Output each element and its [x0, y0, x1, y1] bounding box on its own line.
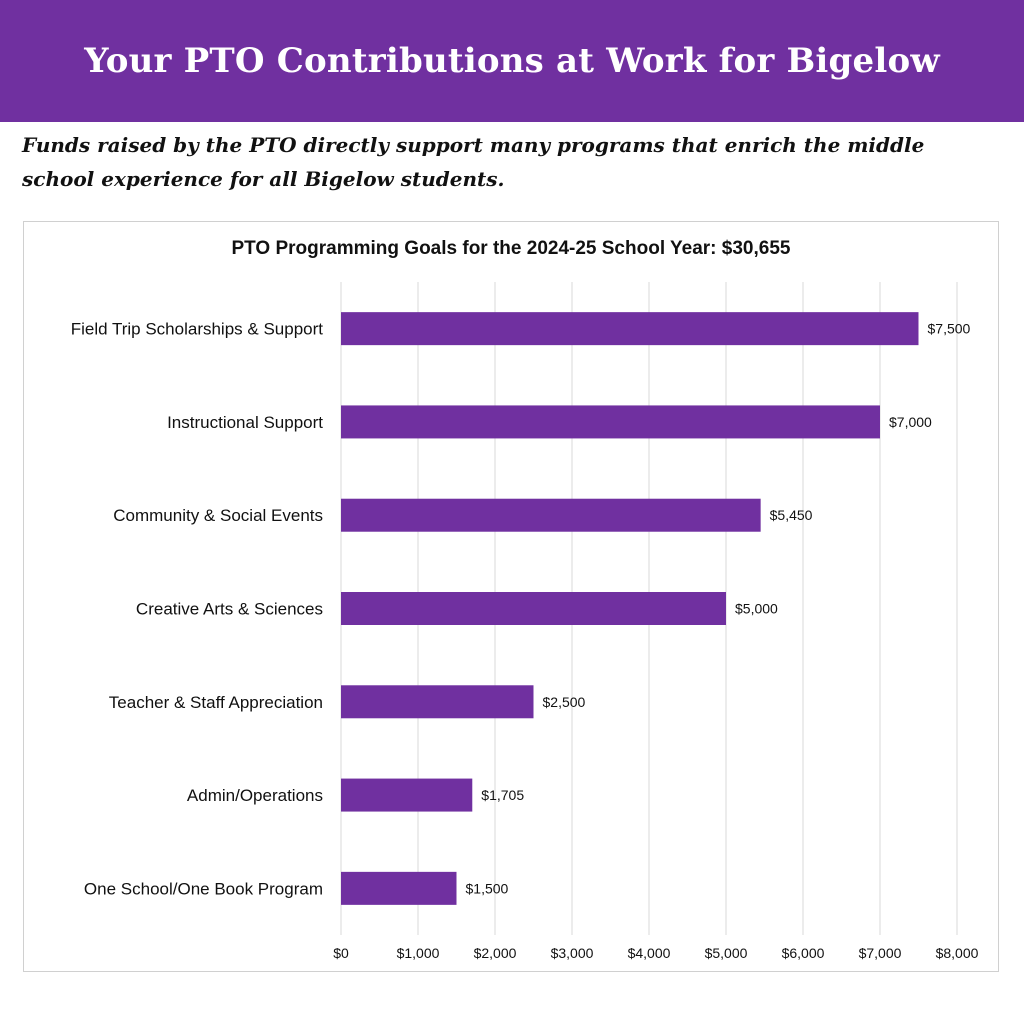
bar — [341, 405, 880, 439]
data-label: $1,500 — [466, 880, 509, 896]
x-tick-label: $2,000 — [474, 945, 517, 961]
bar — [341, 685, 534, 719]
x-tick-label: $7,000 — [859, 945, 902, 961]
data-label: $7,500 — [928, 321, 971, 337]
data-label: $7,000 — [889, 414, 932, 430]
bar — [341, 778, 473, 812]
x-tick-label: $3,000 — [551, 945, 594, 961]
header-banner: Your PTO Contributions at Work for Bigel… — [0, 0, 1024, 122]
x-tick-label: $1,000 — [397, 945, 440, 961]
category-label: Community & Social Events — [113, 506, 323, 525]
category-label: Admin/Operations — [187, 786, 323, 805]
bar — [341, 871, 457, 905]
category-label: Teacher & Staff Appreciation — [109, 693, 323, 712]
bar — [341, 498, 761, 532]
x-tick-label: $0 — [333, 945, 349, 961]
data-label: $5,000 — [735, 601, 778, 617]
data-label: $1,705 — [481, 787, 524, 803]
x-tick-label: $5,000 — [705, 945, 748, 961]
x-tick-label: $8,000 — [936, 945, 979, 961]
category-labels: Field Trip Scholarships & Support Instruc… — [71, 320, 324, 899]
page-title: Your PTO Contributions at Work for Bigel… — [84, 41, 940, 81]
x-tick-label: $6,000 — [782, 945, 825, 961]
page-subtitle: Funds raised by the PTO directly support… — [22, 133, 925, 191]
category-label: Creative Arts & Sciences — [136, 600, 323, 619]
category-label: Instructional Support — [167, 413, 323, 432]
x-axis-tick-labels: $0 $1,000 $2,000 $3,000 $4,000 $5,000 $6,000 $7… — [333, 945, 978, 961]
category-label: Field Trip Scholarships & Support — [71, 320, 324, 339]
data-labels: $7,500 $7,000 $5,450 $5,000 $2,500 $1,705 $1,5… — [466, 321, 971, 897]
x-tick-label: $4,000 — [628, 945, 671, 961]
bar — [341, 592, 726, 625]
bar — [341, 312, 919, 346]
data-label: $2,500 — [543, 694, 586, 710]
category-label: One School/One Book Program — [84, 879, 323, 898]
bars — [341, 312, 919, 905]
chart-title: PTO Programming Goals for the 2024-25 Sc… — [232, 238, 791, 259]
data-label: $5,450 — [770, 507, 813, 523]
